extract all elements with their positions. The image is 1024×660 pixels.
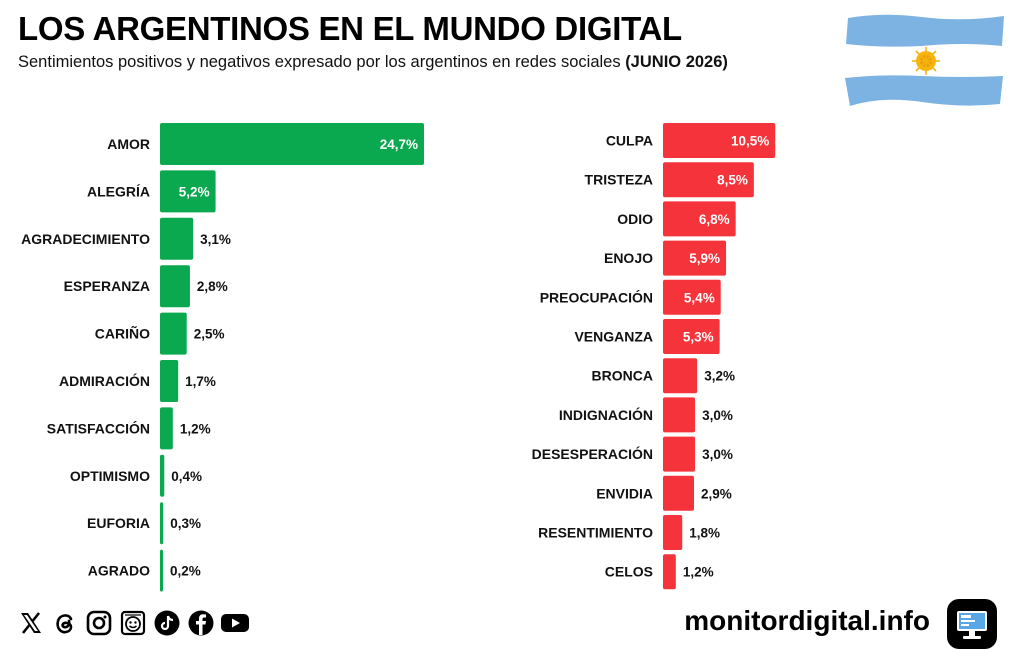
youtube-icon[interactable]: [220, 608, 250, 638]
instagram-icon[interactable]: [84, 608, 114, 638]
value-label: 5,3%: [683, 330, 714, 345]
bar: [663, 554, 676, 590]
bar: [160, 360, 179, 402]
page-subtitle: Sentimientos positivos y negativos expre…: [18, 53, 728, 72]
bar: [663, 319, 720, 354]
value-label: 0,4%: [171, 469, 202, 484]
category-label: ENVIDIA: [596, 485, 653, 501]
subtitle-date: (JUNIO 2026): [625, 53, 728, 71]
value-label: 1,2%: [683, 565, 714, 580]
bar: [663, 162, 754, 198]
bar: [160, 123, 424, 165]
value-label: 2,8%: [197, 279, 228, 294]
social-icons: [16, 608, 250, 638]
value-label: 1,8%: [689, 526, 720, 541]
value-label: 6,8%: [699, 212, 730, 227]
bar: [160, 170, 216, 213]
sun-of-may-icon: [912, 47, 940, 75]
bar: [663, 358, 698, 394]
positive-bars: AMOR 24,7% ALEGRÍA 5,2% AGRADECIMIENTO 3,1% ES…: [21, 123, 424, 592]
value-label: 3,1%: [200, 232, 231, 247]
value-label: 3,0%: [702, 447, 733, 462]
value-label: 5,4%: [684, 290, 715, 305]
category-label: AGRADECIMIENTO: [21, 231, 150, 247]
bar: [160, 454, 165, 497]
bar: [663, 123, 776, 158]
category-label: OPTIMISMO: [70, 468, 150, 484]
category-label: ODIO: [617, 211, 653, 227]
x-icon[interactable]: [16, 608, 46, 638]
category-label: INDIGNACIÓN: [559, 406, 653, 423]
brand-name[interactable]: monitordigital.info: [684, 605, 930, 636]
facebook-icon[interactable]: [186, 608, 216, 638]
category-label: VENGANZA: [574, 329, 653, 345]
value-label: 5,9%: [689, 251, 720, 266]
monitor-logo-icon: [947, 599, 997, 649]
category-label: CULPA: [606, 133, 653, 149]
value-label: 2,9%: [701, 486, 732, 501]
value-label: 10,5%: [731, 134, 769, 149]
value-label: 3,0%: [702, 408, 733, 423]
value-label: 0,2%: [170, 564, 201, 579]
value-label: 5,2%: [179, 184, 210, 199]
value-label: 0,3%: [170, 516, 201, 531]
bar: [663, 475, 694, 511]
bar: [160, 312, 187, 355]
category-label: TRISTEZA: [585, 172, 653, 188]
category-label: PREOCUPACIÓN: [540, 288, 653, 305]
bar: [160, 265, 190, 308]
value-label: 2,5%: [194, 327, 225, 342]
value-label: 24,7%: [380, 137, 418, 152]
argentina-flag-icon: [845, 14, 1004, 106]
bar: [160, 407, 173, 450]
value-label: 1,2%: [180, 421, 211, 436]
category-label: SATISFACCIÓN: [47, 419, 150, 436]
bar: [663, 397, 696, 433]
subtitle-text: Sentimientos positivos y negativos expre…: [18, 53, 621, 71]
bar: [663, 240, 727, 276]
bar: [160, 549, 163, 592]
negative-bars: CULPA 10,5% TRISTEZA 8,5% ODIO 6,8% ENOJO 5,9% P…: [532, 123, 776, 590]
positive-chart: AMOR 24,7% ALEGRÍA 5,2% AGRADECIMIENTO 3,1% ES…: [0, 0, 470, 600]
category-label: BRONCA: [592, 368, 653, 384]
value-label: 1,7%: [185, 374, 216, 389]
category-label: CARIÑO: [95, 325, 150, 342]
category-label: CELOS: [605, 564, 653, 580]
tiktok-icon[interactable]: [152, 608, 182, 638]
bar: [663, 201, 736, 237]
category-label: ENOJO: [604, 250, 653, 266]
category-label: ALEGRÍA: [87, 183, 150, 199]
category-label: ADMIRACIÓN: [59, 372, 150, 389]
value-label: 3,2%: [704, 369, 735, 384]
bar: [663, 279, 721, 315]
page-title: LOS ARGENTINOS EN EL MUNDO DIGITAL: [18, 10, 682, 47]
category-label: EUFORIA: [87, 515, 150, 531]
bar: [663, 436, 696, 472]
category-label: DESESPERACIÓN: [532, 445, 653, 462]
category-label: RESENTIMIENTO: [538, 525, 653, 541]
category-label: AGRADO: [88, 563, 150, 579]
category-label: AMOR: [107, 136, 150, 152]
threads-icon[interactable]: [50, 608, 80, 638]
category-label: ESPERANZA: [64, 278, 150, 294]
bar: [160, 217, 194, 260]
bar: [160, 502, 164, 545]
meme-icon[interactable]: [118, 608, 148, 638]
negative-chart: CULPA 10,5% TRISTEZA 8,5% ODIO 6,8% ENOJO 5,9% P…: [532, 123, 776, 590]
bar: [663, 515, 683, 550]
value-label: 8,5%: [717, 173, 748, 188]
